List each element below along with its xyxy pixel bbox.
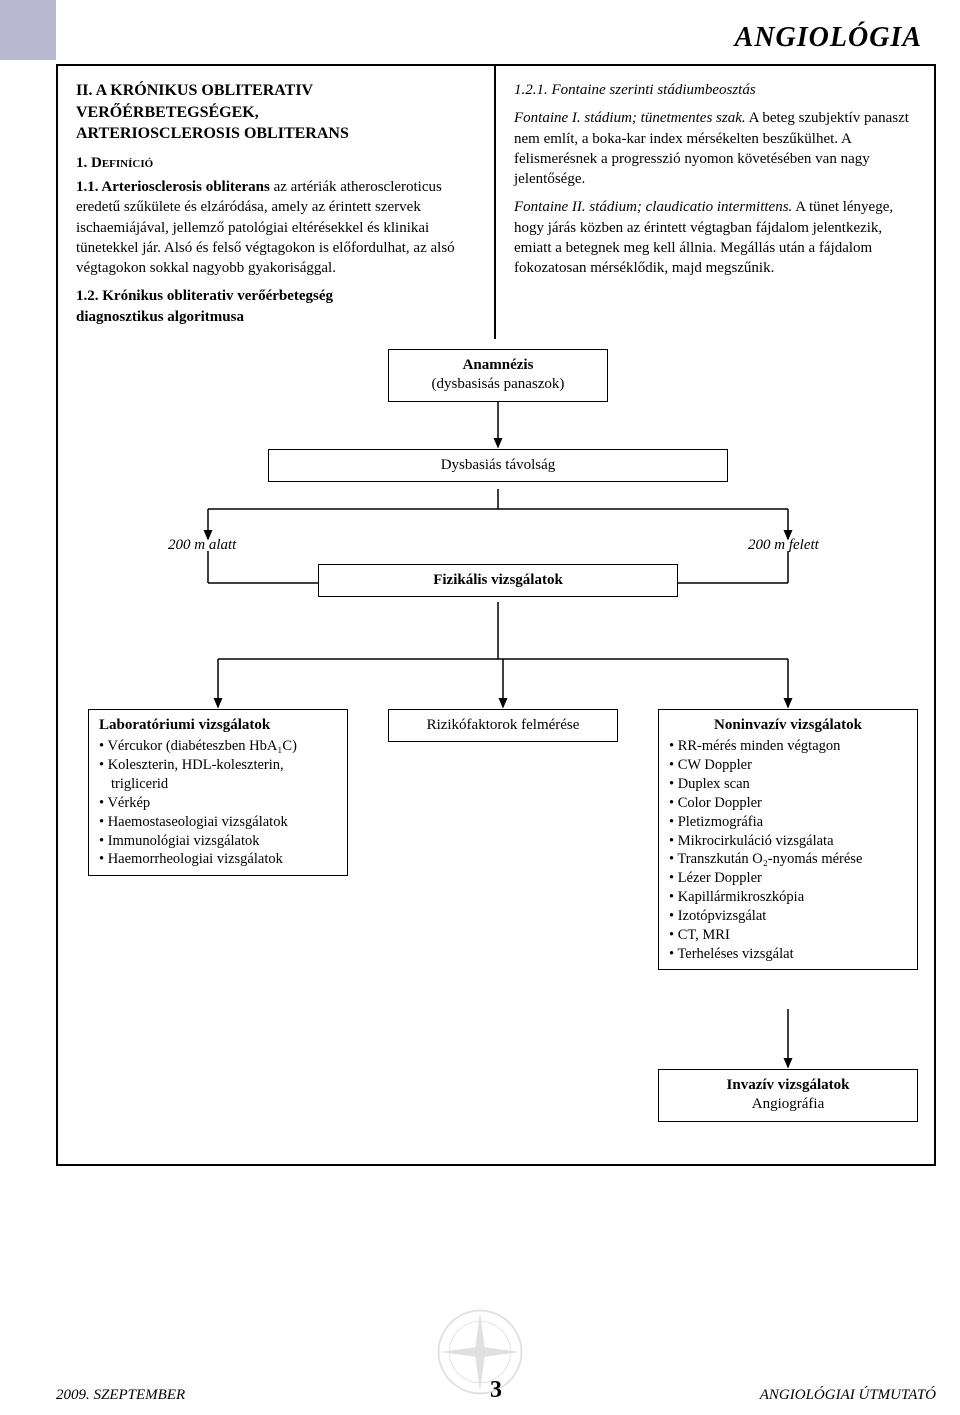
list-item: Transzkután O₂-nyomás mérése <box>669 850 907 869</box>
list-item: CW Doppler <box>669 756 907 775</box>
text-columns: II. A KRÓNIKUS OBLITERATIV VERŐÉRBETEGSÉ… <box>58 66 934 339</box>
right-column: 1.2.1. Fontaine szerinti stádiumbeosztás… <box>496 66 934 339</box>
title-line-3: ARTERIOSCLEROSIS OBLITERANS <box>76 125 349 142</box>
label-200-alatt: 200 m alatt <box>168 537 236 554</box>
dysbasias-title: Dysbasiás távolság <box>441 457 556 473</box>
label-200-felett: 200 m felett <box>748 537 819 554</box>
node-riziko: Rizikófaktorok felmérése <box>388 709 618 743</box>
list-item: Haemostaseologiai vizsgálatok <box>99 813 337 832</box>
node-dysbasias: Dysbasiás távolság <box>268 449 728 483</box>
fontaine-2: Fontaine II. stádium; claudicatio interm… <box>514 197 916 278</box>
invaziv-sub: Angiográfia <box>752 1096 824 1112</box>
fontaine-1-lead: Fontaine I. stádium; tünetmentes szak. <box>514 110 746 126</box>
subsection-head: 1.2.1. Fontaine szerinti stádiumbeosztás <box>514 80 916 100</box>
fontaine-2-lead: Fontaine II. stádium; claudicatio interm… <box>514 199 792 215</box>
list-item: Duplex scan <box>669 775 907 794</box>
list-item: Mikrocirkuláció vizsgálata <box>669 832 907 851</box>
list-item: Koleszterin, HDL-koleszterin, trigliceri… <box>99 756 337 794</box>
diag-title-1: 1.2. Krónikus obliterativ verőérbetegség <box>76 288 333 304</box>
left-column: II. A KRÓNIKUS OBLITERATIV VERŐÉRBETEGSÉ… <box>58 66 496 339</box>
riziko-title: Rizikófaktorok felmérése <box>427 717 580 733</box>
section-1-para: 1.1. Arteriosclerosis obliterans az arté… <box>76 177 476 278</box>
diag-title: 1.2. Krónikus obliterativ verőérbetegség… <box>76 286 476 327</box>
node-lab: Laboratóriumi vizsgálatok Vércukor (diab… <box>88 709 348 876</box>
footer-right: ANGIOLÓGIAI ÚTMUTATÓ <box>760 1387 936 1404</box>
noninv-items: RR-mérés minden végtagonCW DopplerDuplex… <box>669 737 907 963</box>
section-title: II. A KRÓNIKUS OBLITERATIV VERŐÉRBETEGSÉ… <box>76 80 476 145</box>
node-anamnezis: Anamnézis (dysbasisás panaszok) <box>388 349 608 402</box>
section-1-num: 1. Definíció <box>76 153 476 173</box>
main-frame: II. A KRÓNIKUS OBLITERATIV VERŐÉRBETEGSÉ… <box>56 64 936 1166</box>
anamnezis-sub: (dysbasisás panaszok) <box>432 376 565 392</box>
list-item: CT, MRI <box>669 926 907 945</box>
fontaine-1: Fontaine I. stádium; tünetmentes szak. A… <box>514 108 916 189</box>
list-item: Kapillármikroszkópia <box>669 888 907 907</box>
footer-page-number: 3 <box>490 1377 502 1404</box>
lab-title: Laboratóriumi vizsgálatok <box>99 716 337 736</box>
node-invaziv: Invazív vizsgálatok Angiográfia <box>658 1069 918 1122</box>
list-item: Vércukor (diabéteszben HbA₁C) <box>99 737 337 756</box>
left-color-bar <box>0 0 56 60</box>
page-header: ANGIOLÓGIA <box>735 22 922 54</box>
invaziv-title: Invazív vizsgálatok <box>727 1077 850 1093</box>
footer-left: 2009. SZEPTEMBER <box>56 1387 185 1404</box>
flowchart-area: Anamnézis (dysbasisás panaszok) Dysbasiá… <box>58 339 934 1164</box>
fizikalis-title: Fizikális vizsgálatok <box>433 572 563 588</box>
node-fizikalis: Fizikális vizsgálatok <box>318 564 678 598</box>
list-item: RR-mérés minden végtagon <box>669 737 907 756</box>
lab-items: Vércukor (diabéteszben HbA₁C)Koleszterin… <box>99 737 337 869</box>
diag-title-2: diagnosztikus algoritmusa <box>76 309 244 325</box>
anamnezis-title: Anamnézis <box>463 357 534 373</box>
title-line-2: VERŐÉRBETEGSÉGEK, <box>76 104 259 121</box>
list-item: Immunológiai vizsgálatok <box>99 832 337 851</box>
title-line-1: II. A KRÓNIKUS OBLITERATIV <box>76 82 313 99</box>
list-item: Haemorrheologiai vizsgálatok <box>99 850 337 869</box>
list-item: Izotópvizsgálat <box>669 907 907 926</box>
compass-watermark <box>435 1307 525 1397</box>
noninv-title: Noninvazív vizsgálatok <box>669 716 907 736</box>
node-noninv: Noninvazív vizsgálatok RR-mérés minden v… <box>658 709 918 971</box>
list-item: Color Doppler <box>669 794 907 813</box>
list-item: Vérkép <box>99 794 337 813</box>
list-item: Terheléses vizsgálat <box>669 945 907 964</box>
list-item: Lézer Doppler <box>669 869 907 888</box>
list-item: Pletizmográfia <box>669 813 907 832</box>
